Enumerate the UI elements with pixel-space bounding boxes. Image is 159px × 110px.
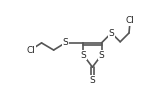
Text: Cl: Cl: [126, 16, 135, 25]
Text: S: S: [99, 50, 104, 60]
Text: S: S: [109, 28, 114, 38]
Text: S: S: [80, 50, 86, 60]
Text: Cl: Cl: [26, 46, 35, 55]
Text: S: S: [90, 76, 95, 85]
Text: S: S: [62, 38, 68, 47]
